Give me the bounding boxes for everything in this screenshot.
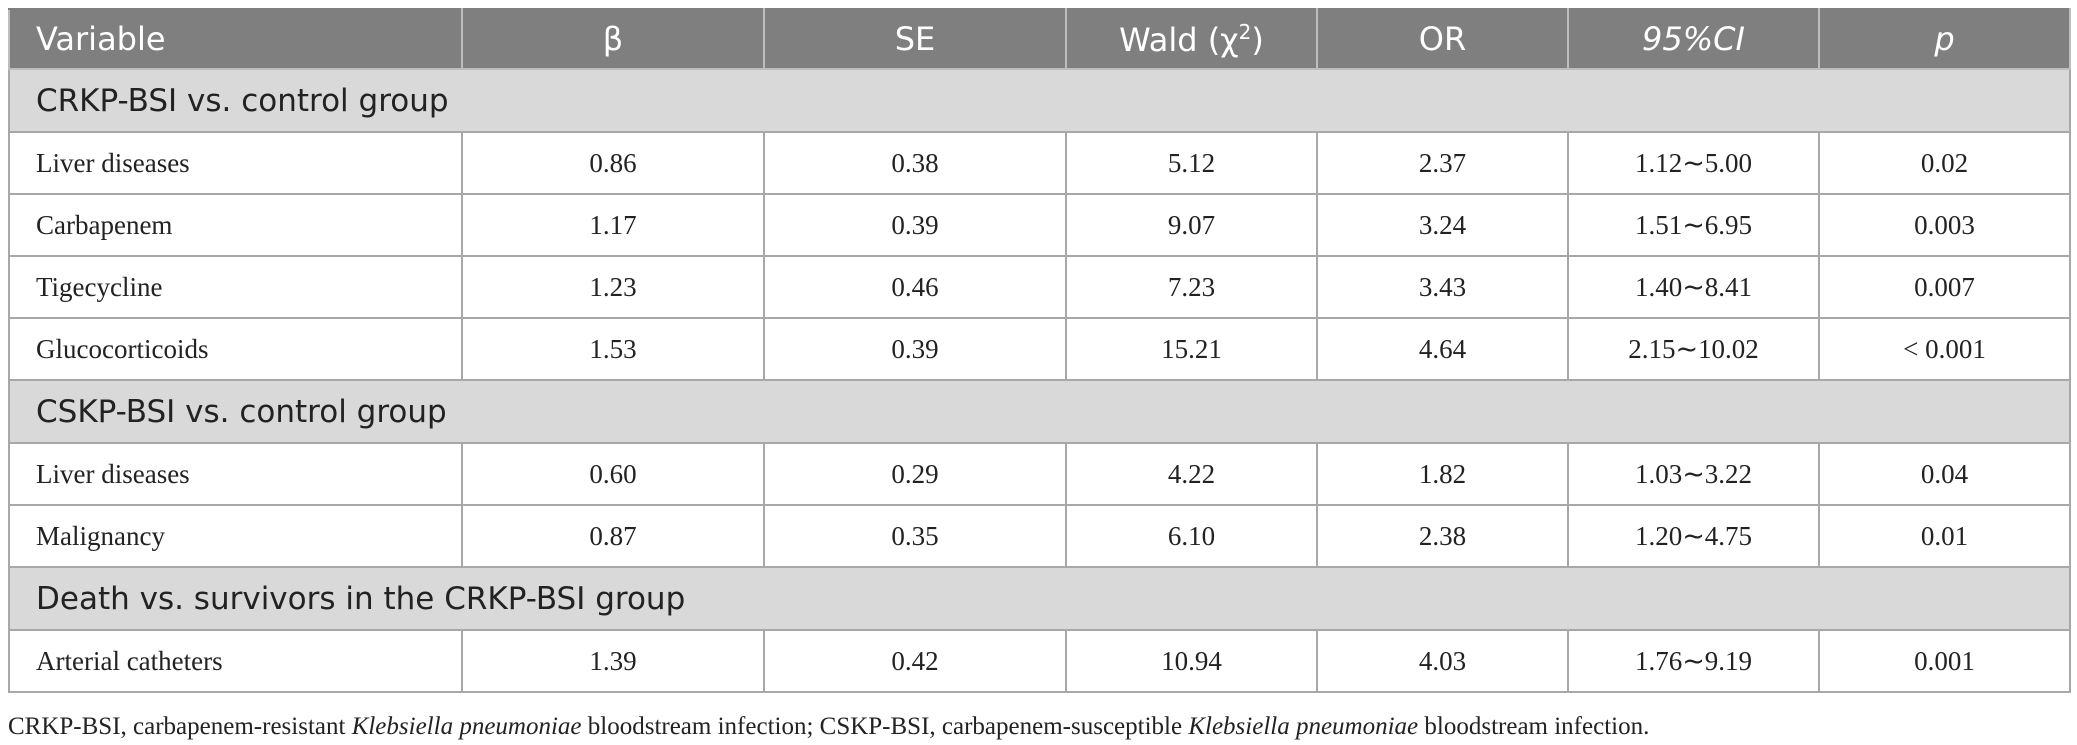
cell-variable: Glucocorticoids — [8, 317, 463, 381]
cell-beta: 1.23 — [461, 255, 765, 319]
cell-se: 0.39 — [763, 317, 1067, 381]
header-p: p — [1818, 8, 2071, 70]
header-row: Variable β SE Wald (χ2) OR 95%CI p — [8, 8, 2071, 70]
table-row: Tigecycline 1.23 0.46 7.23 3.43 1.40∼8.4… — [8, 255, 2071, 319]
cell-beta: 0.87 — [461, 504, 765, 568]
cell-p: < 0.001 — [1818, 317, 2071, 381]
header-se: SE — [763, 8, 1067, 70]
table-row: Arterial catheters 1.39 0.42 10.94 4.03 … — [8, 629, 2071, 693]
regression-results-table: Variable β SE Wald (χ2) OR 95%CI p CRKP-… — [8, 8, 2071, 693]
cell-variable: Tigecycline — [8, 255, 463, 319]
cell-se: 0.35 — [763, 504, 1067, 568]
cell-wald: 7.23 — [1065, 255, 1318, 319]
footnote-part1: CRKP-BSI, carbapenem-resistant — [8, 713, 352, 740]
cell-variable: Liver diseases — [8, 131, 463, 195]
cell-beta: 1.17 — [461, 193, 765, 257]
table-row: Liver diseases 0.86 0.38 5.12 2.37 1.12∼… — [8, 131, 2071, 195]
table-row: Liver diseases 0.60 0.29 4.22 1.82 1.03∼… — [8, 442, 2071, 506]
cell-se: 0.46 — [763, 255, 1067, 319]
header-wald-superscript: 2 — [1238, 19, 1252, 44]
cell-or: 3.24 — [1316, 193, 1569, 257]
cell-se: 0.39 — [763, 193, 1067, 257]
cell-wald: 5.12 — [1065, 131, 1318, 195]
footnote-species-1: Klebsiella pneumoniae — [351, 713, 582, 740]
cell-beta: 0.86 — [461, 131, 765, 195]
section-title: CRKP-BSI vs. control group — [8, 68, 2071, 133]
cell-wald: 10.94 — [1065, 629, 1318, 693]
section-row: CSKP-BSI vs. control group — [8, 379, 2071, 444]
cell-ci: 1.12∼5.00 — [1567, 131, 1820, 195]
cell-se: 0.42 — [763, 629, 1067, 693]
cell-or: 4.03 — [1316, 629, 1569, 693]
cell-p: 0.001 — [1818, 629, 2071, 693]
header-or: OR — [1316, 8, 1569, 70]
header-ci: 95%CI — [1567, 8, 1820, 70]
cell-or: 1.82 — [1316, 442, 1569, 506]
header-variable: Variable — [8, 8, 463, 70]
header-wald-label: Wald (χ — [1119, 20, 1239, 59]
section-title: CSKP-BSI vs. control group — [8, 379, 2071, 444]
cell-beta: 1.39 — [461, 629, 765, 693]
cell-variable: Arterial catheters — [8, 629, 463, 693]
footnote-part2: bloodstream infection; CSKP-BSI, carbape… — [581, 713, 1189, 740]
cell-p: 0.04 — [1818, 442, 2071, 506]
cell-ci: 1.40∼8.41 — [1567, 255, 1820, 319]
cell-wald: 4.22 — [1065, 442, 1318, 506]
section-row: Death vs. survivors in the CRKP-BSI grou… — [8, 566, 2071, 631]
cell-variable: Liver diseases — [8, 442, 463, 506]
footnote-part3: bloodstream infection. — [1418, 713, 1650, 740]
cell-beta: 0.60 — [461, 442, 765, 506]
cell-beta: 1.53 — [461, 317, 765, 381]
cell-p: 0.02 — [1818, 131, 2071, 195]
footnote-species-2: Klebsiella pneumoniae — [1188, 713, 1419, 740]
cell-variable: Malignancy — [8, 504, 463, 568]
cell-or: 2.38 — [1316, 504, 1569, 568]
cell-se: 0.38 — [763, 131, 1067, 195]
results-table-container: Variable β SE Wald (χ2) OR 95%CI p CRKP-… — [8, 8, 2071, 741]
section-row: CRKP-BSI vs. control group — [8, 68, 2071, 133]
table-row: Carbapenem 1.17 0.39 9.07 3.24 1.51∼6.95… — [8, 193, 2071, 257]
cell-p: 0.007 — [1818, 255, 2071, 319]
cell-ci: 1.03∼3.22 — [1567, 442, 1820, 506]
cell-p: 0.01 — [1818, 504, 2071, 568]
cell-p: 0.003 — [1818, 193, 2071, 257]
table-footnote: CRKP-BSI, carbapenem-resistant Klebsiell… — [8, 713, 2069, 741]
cell-ci: 1.76∼9.19 — [1567, 629, 1820, 693]
cell-ci: 2.15∼10.02 — [1567, 317, 1820, 381]
cell-ci: 1.20∼4.75 — [1567, 504, 1820, 568]
cell-or: 4.64 — [1316, 317, 1569, 381]
table-row: Malignancy 0.87 0.35 6.10 2.38 1.20∼4.75… — [8, 504, 2071, 568]
header-wald: Wald (χ2) — [1065, 8, 1318, 70]
header-beta: β — [461, 8, 765, 70]
cell-wald: 9.07 — [1065, 193, 1318, 257]
cell-se: 0.29 — [763, 442, 1067, 506]
cell-or: 2.37 — [1316, 131, 1569, 195]
cell-wald: 15.21 — [1065, 317, 1318, 381]
table-row: Glucocorticoids 1.53 0.39 15.21 4.64 2.1… — [8, 317, 2071, 381]
cell-ci: 1.51∼6.95 — [1567, 193, 1820, 257]
cell-or: 3.43 — [1316, 255, 1569, 319]
cell-variable: Carbapenem — [8, 193, 463, 257]
section-title: Death vs. survivors in the CRKP-BSI grou… — [8, 566, 2071, 631]
cell-wald: 6.10 — [1065, 504, 1318, 568]
